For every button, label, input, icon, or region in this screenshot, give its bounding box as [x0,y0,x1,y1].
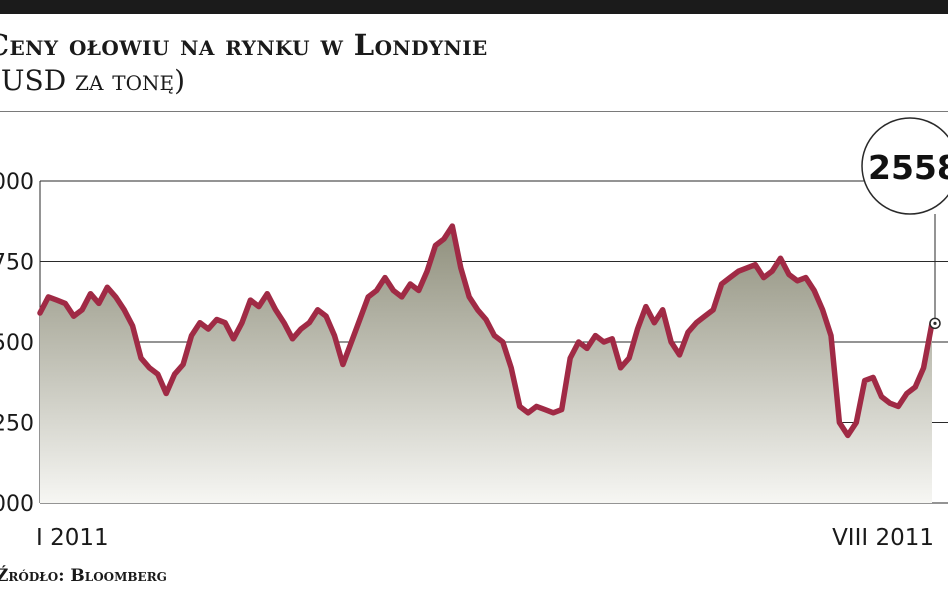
y-axis-ticks: 2000 2250 2500 2750 3000 [0,170,34,517]
last-value-callout [861,117,948,215]
x-label-end: VIII 2011 [832,525,934,551]
price-line [37,223,935,439]
y-tick-label: 2250 [0,412,34,437]
y-tick-label: 3000 [0,170,34,195]
y-tick-label: 2500 [0,331,34,356]
chart-subtitle: (USD za tonę) [0,64,186,97]
source-note: Źródło: Bloomberg [0,566,167,586]
end-marker-dot [933,321,937,325]
chart: 2000 2250 2500 2750 3000 2558 [0,117,948,517]
header-divider [0,111,948,112]
price-area [40,226,932,503]
chart-title: Ceny ołowiu na rynku w Londynie [0,28,488,62]
top-bar [0,0,948,14]
y-tick-label: 2750 [0,251,34,276]
last-value-label: 2558 [868,148,948,187]
y-tick-label: 2000 [0,492,34,517]
x-label-start: I 2011 [36,525,109,551]
